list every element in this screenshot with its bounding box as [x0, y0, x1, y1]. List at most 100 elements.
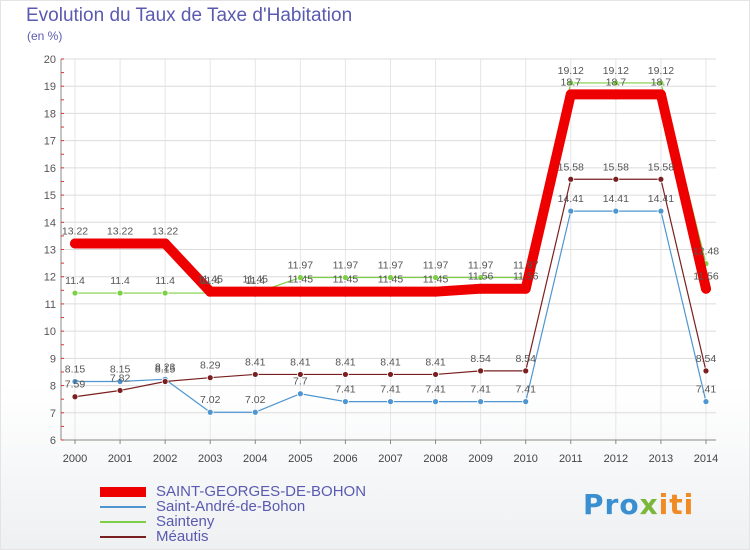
data-label: 8.41 — [335, 356, 356, 368]
legend-label: Méautis — [156, 528, 209, 545]
y-tick-label: 16 — [44, 163, 56, 175]
data-label: 8.29 — [200, 360, 221, 372]
series-point — [342, 371, 349, 378]
series-point — [432, 371, 439, 378]
y-tick-label: 13 — [44, 245, 56, 257]
legend-label: SAINT-GEORGES-DE-BOHON — [156, 483, 367, 500]
series-point — [116, 378, 124, 385]
y-tick-label: 18 — [44, 108, 56, 120]
data-label: 12.48 — [693, 246, 719, 258]
series-point — [477, 398, 485, 406]
x-tick-label: 2003 — [198, 453, 222, 465]
series-point — [342, 274, 349, 281]
data-label: 8.15 — [155, 363, 176, 375]
legend-swatch — [100, 521, 146, 523]
legend-label: Saint-André-de-Bohon — [156, 498, 306, 515]
series-point — [612, 175, 620, 183]
data-label: 7.41 — [470, 384, 491, 396]
logo-part-1: Pro — [583, 488, 640, 521]
series-point — [702, 398, 710, 406]
x-tick-label: 2002 — [153, 453, 177, 465]
data-label: 8.54 — [515, 353, 536, 365]
series-point — [565, 89, 576, 100]
series-point — [116, 387, 124, 394]
x-tick-label: 2011 — [559, 453, 583, 465]
series-point — [610, 89, 621, 100]
data-label: 8.41 — [425, 356, 446, 368]
series-point — [430, 286, 441, 297]
y-tick-label: 8 — [50, 381, 56, 393]
data-label: 18.7 — [561, 76, 582, 88]
data-label: 8.15 — [110, 363, 131, 375]
series-point — [206, 374, 214, 382]
x-tick-label: 2007 — [378, 453, 402, 465]
series-point — [432, 274, 439, 281]
series-point — [702, 367, 710, 375]
series-point — [161, 289, 169, 297]
series-point — [522, 367, 530, 375]
data-label: 11.4 — [245, 275, 265, 287]
series-point — [206, 408, 214, 416]
series-point — [432, 398, 439, 406]
series-point — [612, 79, 620, 87]
data-label: 13.22 — [152, 226, 178, 238]
proxiti-logo: Proxiti — [583, 488, 694, 521]
series-point — [657, 207, 665, 215]
x-tick-label: 2014 — [694, 453, 718, 465]
x-tick-label: 2009 — [468, 453, 492, 465]
data-label: 11.4 — [155, 275, 175, 287]
x-tick-label: 2013 — [649, 453, 673, 465]
data-label: 11.97 — [513, 260, 539, 272]
y-tick-label: 10 — [44, 326, 56, 338]
series-point — [387, 371, 394, 378]
data-label: 11.56 — [693, 271, 719, 283]
chart-title: Evolution du Taux de Taxe d'Habitation — [26, 5, 353, 26]
data-label: 11.97 — [468, 260, 494, 272]
data-label: 13.22 — [107, 226, 133, 238]
series-point — [567, 175, 575, 183]
y-tick-label: 12 — [44, 272, 56, 284]
data-label: 11.4 — [110, 275, 130, 287]
data-label: 18.7 — [606, 76, 627, 88]
data-label: 7.82 — [110, 372, 131, 384]
data-label: 14.41 — [558, 193, 584, 205]
x-tick-label: 2000 — [63, 453, 87, 465]
data-label: 7.41 — [425, 384, 446, 396]
series-point — [71, 289, 79, 297]
data-label: 11.4 — [200, 275, 220, 287]
y-tick-label: 11 — [45, 299, 56, 311]
series-point — [115, 238, 126, 249]
data-label: 8.41 — [290, 356, 311, 368]
series-point — [160, 238, 171, 249]
series-point — [612, 207, 620, 215]
y-tick-label: 6 — [50, 435, 56, 447]
data-label: 15.58 — [648, 161, 674, 173]
data-label: 11.45 — [423, 274, 449, 286]
data-label: 11.97 — [333, 260, 359, 272]
y-tick-label: 15 — [44, 190, 56, 202]
y-tick-label: 7 — [50, 408, 56, 420]
data-label: 11.45 — [197, 274, 223, 286]
data-label: 19.12 — [603, 65, 629, 77]
data-label: 15.58 — [603, 161, 629, 173]
y-tick-label: 9 — [50, 353, 56, 365]
data-label: 8.15 — [65, 363, 86, 375]
data-label: 11.45 — [288, 274, 314, 286]
series-point — [387, 398, 394, 406]
series-point — [296, 390, 304, 398]
data-label: 11.97 — [288, 260, 314, 272]
y-tick-label: 17 — [44, 136, 56, 148]
series-point — [387, 274, 394, 281]
data-label: 8.54 — [696, 353, 717, 365]
y-tick-label: 19 — [44, 81, 56, 93]
series-point — [71, 393, 79, 401]
data-label: 11.45 — [378, 274, 404, 286]
chart-subtitle: (en %) — [27, 29, 63, 43]
series-point — [295, 286, 306, 297]
series-point — [250, 286, 261, 297]
series-point — [342, 398, 349, 406]
data-label: 7.02 — [245, 394, 266, 406]
series-point — [385, 286, 396, 297]
legend-swatch — [100, 487, 146, 497]
